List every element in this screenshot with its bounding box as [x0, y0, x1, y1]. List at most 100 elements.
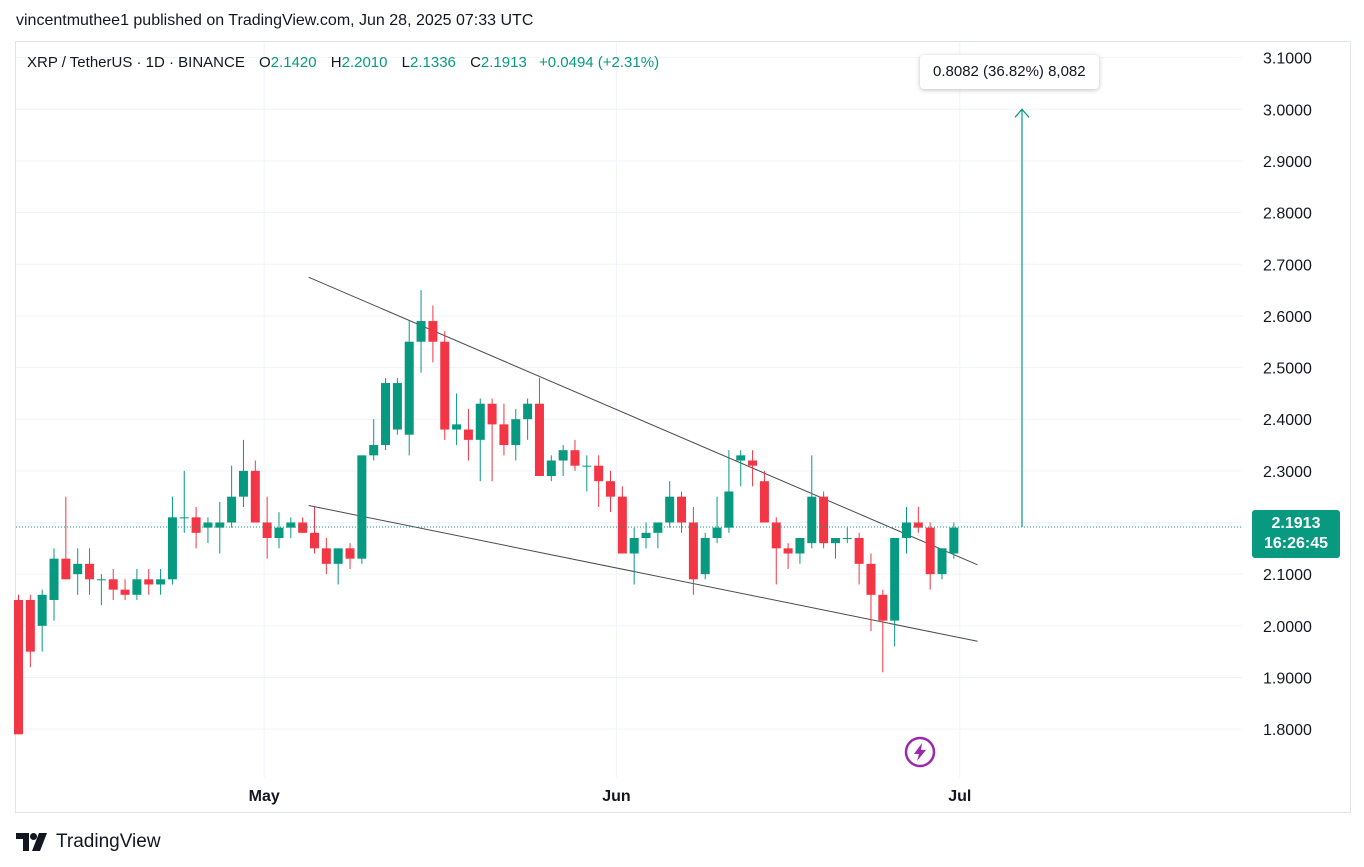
tradingview-footer[interactable]: TradingView [16, 829, 161, 855]
candle-body [487, 403, 497, 425]
candle-body [345, 548, 355, 559]
lightning-bolt-icon[interactable] [904, 736, 936, 768]
candle-body [937, 548, 947, 575]
publisher-line: vincentmuthee1 published on TradingView.… [16, 12, 534, 29]
candle-body [523, 403, 533, 420]
change-value: +0.0494 (+2.31%) [538, 54, 660, 71]
candle-body [14, 599, 23, 735]
candle-body [132, 579, 142, 595]
candle-body [913, 522, 923, 528]
high-label: H [330, 54, 342, 71]
y-tick-label: 2.7000 [1263, 257, 1312, 274]
symbol-name[interactable]: XRP / TetherUS · 1D · BINANCE [27, 54, 245, 71]
candle-body [238, 470, 248, 497]
candle-body [866, 563, 876, 595]
candle-body [37, 594, 47, 626]
y-tick-label: 2.6000 [1263, 309, 1312, 326]
tradingview-logo-icon [16, 833, 47, 851]
candle-body [795, 537, 805, 554]
y-tick-label: 2.8000 [1263, 206, 1312, 223]
high-value: 2.2010 [341, 54, 388, 71]
candle-body [854, 537, 864, 564]
chart-frame [15, 41, 1351, 813]
y-tick-label: 2.0000 [1263, 619, 1312, 636]
last-price-tag: 2.1913 16:26:45 [1252, 510, 1340, 558]
candle-body [783, 548, 793, 554]
candle-body [73, 563, 83, 575]
candle-body [712, 527, 722, 538]
candle-body [511, 419, 521, 446]
close-value: 2.1913 [480, 54, 527, 71]
candle-body [203, 522, 213, 528]
candle-body [902, 522, 911, 538]
candle-body [357, 455, 367, 559]
candle-body [617, 496, 627, 554]
candle-body [677, 496, 687, 523]
open-label: O [259, 54, 271, 71]
candle-body [665, 496, 675, 523]
candle-body [392, 383, 402, 430]
candle-body [558, 450, 568, 461]
candle-body [570, 450, 580, 466]
candle-body [179, 517, 189, 519]
candle-body [96, 579, 106, 581]
candle-body [191, 517, 201, 533]
candle-body [404, 341, 414, 435]
candle-body [463, 429, 473, 440]
y-tick-label: 2.4000 [1263, 412, 1312, 429]
candle-body [274, 527, 284, 538]
candle-body [167, 517, 177, 580]
symbol-legend: XRP / TetherUS · 1D · BINANCE O2.1420 H2… [27, 54, 659, 71]
tradingview-brand-label: TradingView [56, 831, 161, 852]
candle-body [724, 491, 734, 528]
candle-body [819, 496, 829, 544]
candle-body [629, 537, 639, 554]
grid-layer [16, 42, 1242, 778]
candle-body [416, 321, 426, 342]
candle-body [428, 321, 438, 342]
candle-body [310, 532, 319, 549]
y-tick-label: 2.1000 [1263, 567, 1312, 584]
candle-body [85, 563, 95, 580]
candle-body [369, 445, 379, 456]
candle-body [807, 496, 817, 544]
y-tick-label: 2.3000 [1263, 464, 1312, 481]
candle-body [949, 527, 959, 554]
candle-body [748, 460, 758, 466]
candle-body [534, 403, 544, 477]
last-price-value: 2.1913 [1271, 515, 1321, 532]
x-tick-label: May [249, 788, 280, 805]
candle-body [842, 537, 852, 539]
y-tick-label: 1.8000 [1263, 722, 1312, 739]
y-tick-label: 2.9000 [1263, 154, 1312, 171]
candle-body [108, 579, 118, 590]
candle-body [120, 589, 130, 595]
candle-body [321, 548, 331, 564]
candle-body [49, 558, 59, 600]
candle-body [582, 465, 592, 467]
overlay-layer [16, 108, 1242, 528]
candle-body [688, 522, 698, 580]
trendline [308, 504, 978, 642]
axis-layer: 3.1000 3.0000 2.9000 2.8000 2.7000 2.6000 2.50… [249, 51, 1312, 805]
candles-layer [14, 290, 959, 735]
candle-body [250, 470, 260, 523]
candle-body [736, 455, 746, 461]
candle-body [641, 532, 651, 538]
candle-body [594, 465, 604, 482]
open-value: 2.1420 [270, 54, 317, 71]
candle-body [440, 341, 450, 430]
y-tick-label: 3.1000 [1263, 51, 1312, 68]
candle-body [286, 522, 296, 528]
candle-body [499, 424, 509, 446]
candle-body [653, 522, 663, 533]
candle-body [452, 424, 462, 430]
measure-label[interactable]: 0.8082 (36.82%) 8,082 [920, 55, 1099, 89]
low-value: 2.1336 [410, 54, 456, 71]
y-tick-label: 3.0000 [1263, 102, 1312, 119]
candle-body [759, 481, 769, 523]
candle-body [61, 558, 71, 580]
y-tick-label: 1.9000 [1263, 670, 1312, 687]
candle-body [227, 496, 237, 523]
